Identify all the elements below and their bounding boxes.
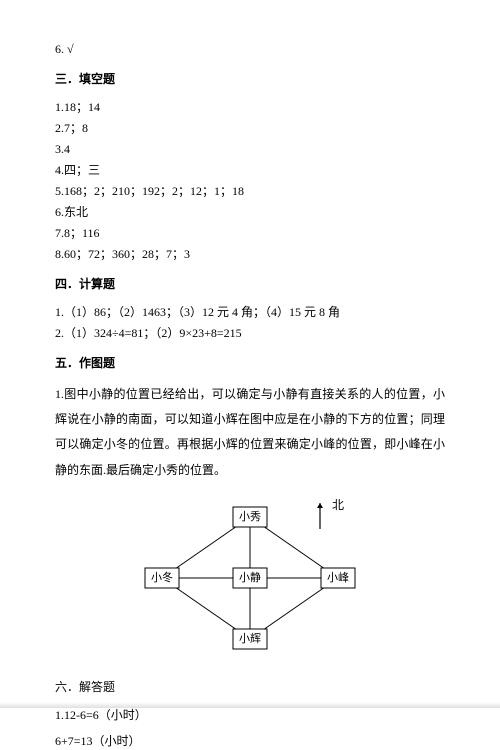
svg-text:小峰: 小峰 — [327, 571, 349, 584]
sec4-item: 2.（1）324÷4=81；（2）9×23+8=215 — [55, 324, 445, 342]
sec3-item: 2.7；8 — [55, 119, 445, 137]
position-diagram: 小秀小冬 小静 小峰小辉 北 — [120, 493, 380, 663]
sec5-paragraph: 1.图中小静的位置已经给出，可以确定与小静有直接关系的人的位置，小辉说在小静的南… — [55, 382, 445, 483]
sec3-item: 4.四；三 — [55, 161, 445, 179]
page-bottom-shadow — [0, 702, 500, 708]
sec3-item: 8.60；72；360；28；7；3 — [55, 245, 445, 263]
svg-text:小冬: 小冬 — [151, 570, 173, 584]
sec4-item: 1.（1）86；（2）1463；（3）12 元 4 角；（4）15 元 8 角 — [55, 303, 445, 321]
svg-text:小辉: 小辉 — [239, 632, 261, 645]
sec3-item: 6.东北 — [55, 203, 445, 221]
svg-text:小秀: 小秀 — [239, 510, 261, 523]
sec6-item: 6+7=13（小时） — [55, 732, 445, 750]
sec3-item: 5.168；2；210；192；2；12；1；18 — [55, 182, 445, 200]
sec6-item: 1.12-6=6（小时） — [55, 706, 445, 724]
svg-text:北: 北 — [332, 498, 344, 512]
section-6-title: 六．解答题 — [55, 678, 445, 696]
svg-text:小静: 小静 — [239, 570, 261, 584]
answer-line-6: 6. √ — [55, 40, 445, 58]
section-3-title: 三．填空题 — [55, 70, 445, 88]
sec3-item: 1.18；14 — [55, 98, 445, 116]
sec3-item: 3.4 — [55, 140, 445, 158]
section-4-title: 四．计算题 — [55, 275, 445, 293]
sec3-item: 7.8；116 — [55, 224, 445, 242]
diagram-container: 小秀小冬 小静 小峰小辉 北 — [55, 493, 445, 663]
section-5-title: 五．作图题 — [55, 354, 445, 372]
